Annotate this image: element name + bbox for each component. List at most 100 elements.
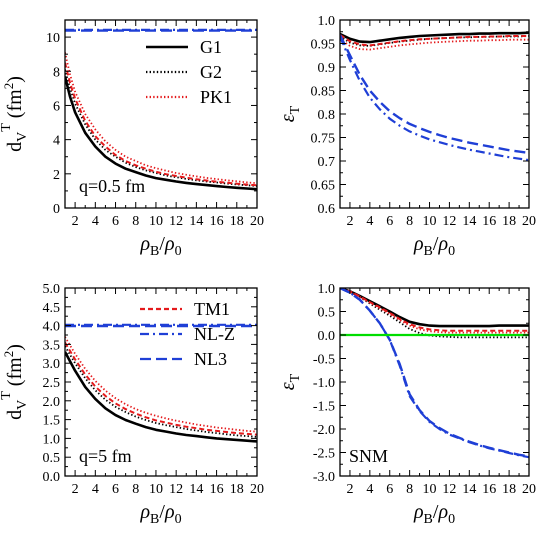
legend-label-g2: G2 — [200, 62, 222, 82]
panel-annotation: q=5 fm — [79, 446, 132, 466]
series-group — [65, 28, 257, 191]
series-group — [340, 288, 529, 459]
x-tick-label: 8 — [406, 482, 413, 497]
y-tick-label: 3.5 — [43, 338, 61, 353]
x-tick-label: 20 — [522, 214, 536, 229]
y-tick-label: 0 — [53, 202, 60, 217]
y-tick-label: 0.0 — [43, 470, 61, 485]
y-tick-label: 0.5 — [318, 306, 336, 321]
series-line-g1 — [65, 351, 257, 443]
x-tick-label: 14 — [189, 482, 203, 497]
x-tick-label: 10 — [423, 214, 437, 229]
x-tick-label: 14 — [462, 482, 476, 497]
plot-frame — [339, 19, 530, 209]
chart-panel-bottom-right: 2 4 6 8 10 12 14 16 18 20 -3.0 -2.5 -2.0 -1.5 -1.0 -0.5… — [277, 282, 536, 527]
x-tick-label: 12 — [169, 482, 183, 497]
y-tick-label: 0.0 — [318, 329, 336, 344]
x-tick-label: 4 — [366, 482, 373, 497]
y-tick-label: 0.8 — [318, 108, 336, 123]
series-line-g2 — [340, 288, 529, 339]
x-tick-label: 20 — [250, 214, 264, 229]
y-tick-label: 6 — [53, 99, 60, 114]
y-tick-label: 0.85 — [311, 85, 336, 100]
x-tick-label: 18 — [230, 482, 244, 497]
series-line-pk1 — [340, 288, 529, 334]
y-tick-label: -2.0 — [313, 423, 335, 438]
chart-panel-top-right: 2 4 6 8 10 12 14 16 18 20 0.6 0.65 0.7 0.75 0.8 0.85 0.9… — [277, 14, 536, 259]
y-tick-label: -0.5 — [313, 353, 335, 368]
y-axis-label: εT — [277, 105, 303, 122]
y-tick-label: 4.0 — [43, 320, 61, 335]
plot-frame — [64, 19, 258, 209]
x-tick-label: 10 — [149, 482, 163, 497]
x-tick-label: 18 — [502, 214, 516, 229]
y-tick-label: 0.6 — [318, 202, 336, 217]
x-tick-label: 4 — [92, 214, 99, 229]
series-group — [340, 31, 529, 162]
x-tick-label: 2 — [346, 482, 353, 497]
series-line-g1 — [340, 31, 529, 44]
y-tick-label: 5.0 — [43, 282, 61, 297]
series-line-pk1 — [65, 336, 257, 433]
x-axis-label: ρB/ρ0 — [139, 501, 181, 527]
x-axis-label: ρB/ρ0 — [413, 233, 455, 259]
legend-label-g1: G1 — [200, 37, 222, 57]
x-tick-label: 12 — [169, 214, 183, 229]
y-tick-label: 2.5 — [43, 376, 61, 391]
x-axis-label: ρB/ρ0 — [139, 233, 181, 259]
x-tick-label: 6 — [112, 214, 119, 229]
y-tick-label: 4.5 — [43, 301, 61, 316]
y-tick-label: 0.5 — [43, 451, 61, 466]
x-tick-label: 18 — [502, 482, 516, 497]
y-tick-label: 1.5 — [43, 414, 61, 429]
x-tick-label: 14 — [462, 214, 476, 229]
series-line-g1 — [65, 76, 257, 191]
y-tick-label: 0.95 — [311, 38, 336, 53]
x-tick-label: 16 — [210, 214, 224, 229]
x-tick-label: 14 — [189, 214, 203, 229]
x-tick-label: 2 — [72, 214, 79, 229]
series-line-nl-z — [340, 36, 529, 162]
y-tick-label: 4 — [53, 134, 60, 149]
y-tick-label: 0.9 — [318, 61, 336, 76]
x-tick-label: 6 — [112, 482, 119, 497]
y-tick-label: 1.0 — [43, 432, 61, 447]
series-line-tm1 — [65, 62, 257, 187]
series-line-tm1 — [65, 341, 257, 436]
x-tick-label: 4 — [92, 482, 99, 497]
x-tick-label: 2 — [346, 214, 353, 229]
legend-label-nl3: NL3 — [194, 349, 227, 369]
x-tick-label: 10 — [149, 214, 163, 229]
y-tick-label: 0.7 — [318, 155, 336, 170]
panel-annotation: q=0.5 fm — [79, 176, 145, 196]
y-tick-label: -1.0 — [313, 376, 335, 391]
x-tick-label: 12 — [442, 214, 456, 229]
y-axis-label: dVT (fm2) — [0, 344, 30, 420]
series-line-tm1 — [340, 34, 529, 47]
series-line-tm1 — [340, 288, 529, 332]
legend-bottom: TM1 NL-Z NL3 — [140, 299, 235, 369]
legend-label-nl-z: NL-Z — [194, 324, 235, 344]
y-tick-label: 10 — [46, 31, 60, 46]
y-tick-label: 0.75 — [311, 132, 336, 147]
x-tick-label: 16 — [482, 482, 496, 497]
x-tick-label: 16 — [210, 482, 224, 497]
x-tick-label: 20 — [522, 482, 536, 497]
y-tick-label: 8 — [53, 65, 60, 80]
y-tick-label: 1.0 — [318, 282, 336, 297]
x-tick-label: 10 — [423, 482, 437, 497]
x-tick-label: 8 — [406, 214, 413, 229]
y-axis-label: εT — [277, 373, 303, 390]
x-tick-label: 2 — [72, 482, 79, 497]
x-tick-label: 8 — [132, 214, 139, 229]
series-line-nl3 — [340, 288, 529, 458]
y-axis-label: dVT (fm2) — [0, 76, 30, 152]
y-tick-label: 2 — [53, 168, 60, 183]
x-tick-label: 8 — [132, 482, 139, 497]
y-tick-label: -1.5 — [313, 400, 335, 415]
x-tick-label: 18 — [230, 214, 244, 229]
series-group — [65, 323, 257, 443]
chart-panel-bottom-left: 2 4 6 8 10 12 14 16 18 20 0.0 0.5 1.0 1.5 2.0 2.5 3.0 3.5… — [0, 282, 264, 527]
series-line-pk1 — [340, 38, 529, 51]
